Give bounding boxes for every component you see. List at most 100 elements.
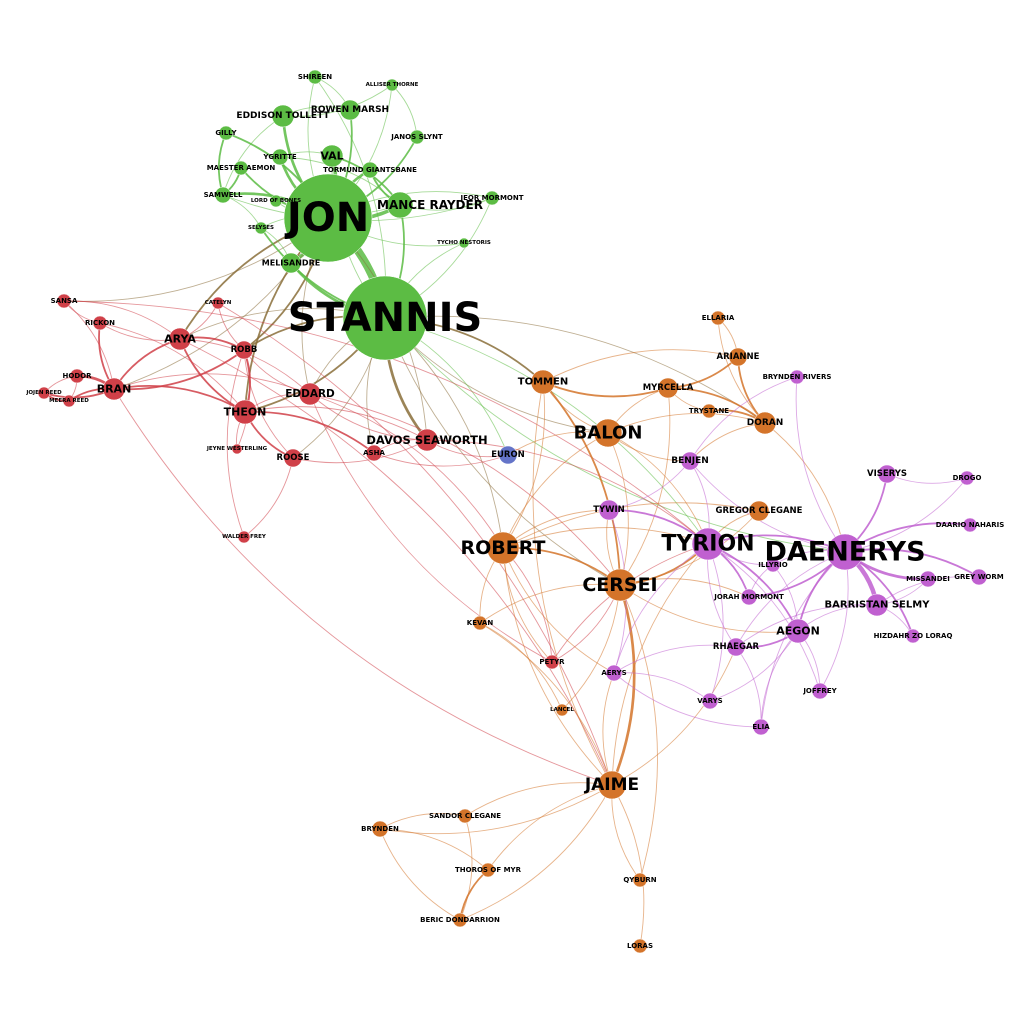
node-hodor[interactable] [69,368,85,384]
node-viserys[interactable] [877,464,897,484]
node-robb[interactable] [234,340,254,360]
node-joffrey[interactable] [811,682,829,700]
node-barristan[interactable] [865,593,889,617]
node-greyworm[interactable] [970,568,988,586]
node-sandor[interactable] [457,808,473,824]
node-varys[interactable] [701,692,719,710]
node-jorah[interactable] [740,588,758,606]
node-label-viserys: VISERYS [867,469,907,479]
node-label-daario: DAARIO NAHARIS [936,521,1005,529]
node-melisandre[interactable] [280,252,302,274]
edge-sandor-beric [459,815,473,921]
node-label-shireen: SHIREEN [298,73,332,81]
node-gilly[interactable] [218,125,234,141]
node-missandei[interactable] [919,570,937,588]
node-doran[interactable] [753,411,777,435]
node-arianne[interactable] [728,347,748,367]
node-asha[interactable] [365,444,383,462]
edge-davos-roose [292,439,428,464]
node-bran[interactable] [102,377,126,401]
node-label-mance: MANCE RAYDER [377,198,483,212]
edge-eddard-cersei [309,393,621,586]
node-myrcella[interactable] [657,377,679,399]
node-label-tywin: TYWIN [593,505,625,515]
node-tommen[interactable] [530,369,556,395]
node-selyses[interactable] [254,221,268,235]
node-label-petyr: PETYR [539,658,565,666]
node-jojen[interactable] [37,386,51,400]
node-daenerys[interactable] [826,533,864,571]
node-gregor[interactable] [748,500,770,522]
node-samwell[interactable] [214,186,232,204]
node-stannis[interactable] [342,275,428,361]
node-aerys[interactable] [605,664,623,682]
node-aemon[interactable] [233,160,249,176]
node-label-jaime: JAIME [584,775,639,795]
node-theon[interactable] [232,399,258,425]
node-balon[interactable] [593,418,623,448]
node-thoros[interactable] [480,862,496,878]
node-cersei[interactable] [603,568,637,602]
edge-varys-aerys [613,672,711,702]
node-hizdahr[interactable] [905,628,921,644]
node-illyrio[interactable] [765,557,781,573]
node-label-robert: ROBERT [461,537,546,559]
node-benjen[interactable] [680,451,700,471]
node-rickon[interactable] [92,315,108,331]
node-ellaria[interactable] [710,310,726,326]
edge-stannis-doran [384,315,766,424]
node-lancel[interactable] [555,703,569,717]
node-tycho[interactable] [458,237,470,249]
node-mance[interactable] [386,191,414,219]
node-label-jeyne: JEYNE WESTERLING [206,446,268,452]
edge-jaime-sandor [464,782,613,817]
node-alliser[interactable] [385,78,399,92]
node-jeor[interactable] [484,190,500,206]
node-label-eddard: EDDARD [285,388,335,400]
node-tywin[interactable] [598,499,620,521]
node-label-tommen: TOMMEN [518,377,568,388]
edge-davos-tyrion [426,439,709,545]
node-label-theon: THEON [224,406,267,419]
node-brynden[interactable] [371,820,389,838]
node-shireen[interactable] [307,69,323,85]
edge-eddard-davos [309,393,428,441]
node-brynden_rivers[interactable] [789,369,805,385]
node-label-asha: ASHA [363,449,385,457]
node-sansa[interactable] [56,293,72,309]
node-petyr[interactable] [544,654,560,670]
node-jeyne[interactable] [231,443,243,455]
node-label-lancel: LANCEL [550,707,574,713]
node-loras[interactable] [632,938,648,954]
node-rhaegar[interactable] [726,637,746,657]
node-roose[interactable] [283,448,303,468]
node-meera[interactable] [62,394,76,408]
node-tormund[interactable] [361,161,379,179]
node-jon[interactable] [283,173,373,263]
node-rowen[interactable] [339,99,361,121]
node-daario[interactable] [962,517,978,533]
node-robert[interactable] [486,531,520,565]
node-eddard[interactable] [298,382,322,406]
node-kevan[interactable] [472,615,488,631]
node-val[interactable] [320,144,344,168]
node-davos[interactable] [415,428,439,452]
node-qyburn[interactable] [632,872,648,888]
node-euron[interactable] [498,445,518,465]
node-lordbones[interactable] [269,194,283,208]
node-arya[interactable] [168,327,192,351]
node-trystane[interactable] [701,403,717,419]
node-label-sandor: SANDOR CLEGANE [429,812,501,820]
node-walder[interactable] [237,530,251,544]
node-tyrion[interactable] [691,527,725,561]
node-eddison[interactable] [271,104,295,128]
node-label-jon: JON [284,195,369,241]
node-jaime[interactable] [597,770,627,800]
node-beric[interactable] [452,912,468,928]
node-elia[interactable] [752,718,770,736]
node-janos[interactable] [409,129,425,145]
node-ygritte[interactable] [271,148,289,166]
node-drogo[interactable] [959,470,975,486]
node-aegon[interactable] [785,618,811,644]
node-catelyn[interactable] [211,296,225,310]
